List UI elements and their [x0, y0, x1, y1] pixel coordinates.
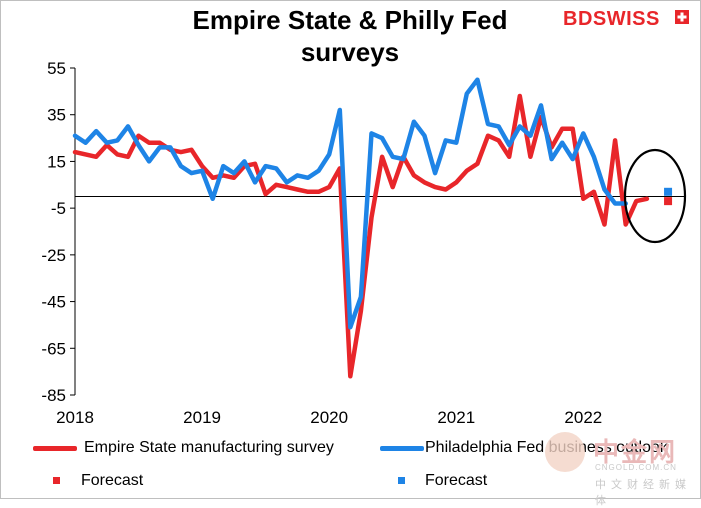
legend-empire-line: [33, 446, 77, 451]
forecast-highlight-ellipse: [623, 148, 687, 244]
swiss-cross-icon: [675, 10, 689, 24]
x-tick-label: 2019: [183, 408, 221, 427]
annotations: [623, 148, 687, 244]
x-tick-label: 2021: [437, 408, 475, 427]
legend-empire-forecast-label: Forecast: [81, 472, 144, 489]
y-tick-label: -65: [41, 339, 66, 358]
philly-fed-line: [72, 77, 628, 330]
x-tick-label: 2018: [56, 408, 94, 427]
legend-philly-line: [380, 446, 424, 451]
y-tick-label: 15: [47, 152, 66, 171]
cngold-watermark: 中金网 CNGOLD.COM.CN 中文财经新媒体: [545, 432, 695, 507]
x-tick-label: 2022: [564, 408, 602, 427]
empire-state-line: [72, 93, 650, 379]
empire-forecast-marker: [664, 197, 673, 206]
y-tick-label: -45: [41, 293, 66, 312]
forecast-markers: [664, 187, 673, 206]
bdswiss-logo: BDSWISS: [563, 8, 693, 34]
y-tick-label: 55: [47, 59, 66, 78]
series-lines: [72, 77, 650, 379]
y-tick-label: -25: [41, 246, 66, 265]
legend-empire-label: Empire State manufacturing survey: [84, 439, 334, 456]
chart-title: Empire State & Philly Fed surveys: [192, 5, 508, 67]
legend-philly-forecast-label: Forecast: [425, 472, 488, 489]
y-tick-label: -5: [51, 199, 66, 218]
legend-philly-forecast-marker: [398, 477, 405, 484]
y-tick-label: 35: [47, 106, 66, 125]
watermark-url: CNGOLD.COM.CN: [595, 463, 677, 472]
watermark-subtitle: 中文财经新媒体: [595, 479, 691, 507]
logo-text-right: SWISS: [592, 8, 660, 30]
axes: [70, 67, 685, 396]
watermark-title: 中金网: [593, 437, 678, 467]
watermark-logo-icon: [545, 432, 585, 472]
logo-text-left: BD: [563, 8, 593, 30]
legend-empire-forecast-marker: [53, 477, 60, 484]
x-tick-label: 2020: [310, 408, 348, 427]
philly-forecast-marker: [664, 187, 673, 196]
tick-labels: 55 35 15 -5 -25 -45 -65 -85 2018 2019 2020 2021 2022: [41, 59, 602, 427]
y-tick-label: -85: [41, 386, 66, 405]
